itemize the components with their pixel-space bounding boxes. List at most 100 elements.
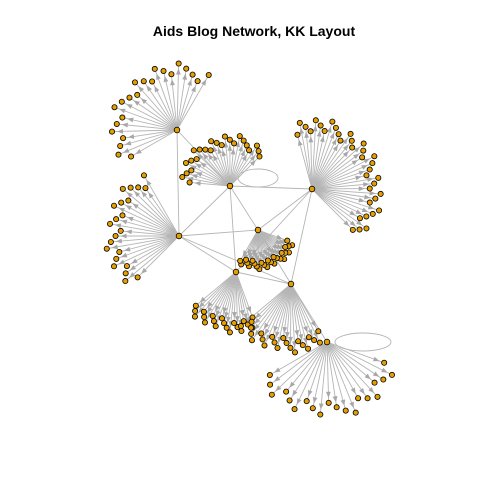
arrowhead xyxy=(213,154,219,162)
spoke-edge xyxy=(289,341,328,401)
arrowhead xyxy=(282,326,288,334)
network-node xyxy=(134,91,141,98)
spoke-edge xyxy=(120,202,180,237)
arrowhead xyxy=(351,159,358,166)
network-node xyxy=(237,323,244,330)
network-node xyxy=(291,349,298,356)
network-node xyxy=(202,146,209,153)
arrowhead xyxy=(272,243,279,250)
arrowhead xyxy=(200,162,207,168)
hub-link-edge xyxy=(176,129,231,187)
network-node xyxy=(259,336,266,343)
network-node xyxy=(256,153,263,160)
network-node xyxy=(231,320,238,327)
network-node xyxy=(243,142,250,149)
arrowhead xyxy=(182,73,187,80)
network-node xyxy=(374,393,381,400)
arrowhead xyxy=(207,301,213,308)
spoke-edge xyxy=(326,341,393,376)
arrowhead xyxy=(373,356,380,362)
network-node xyxy=(119,114,126,121)
arrowhead xyxy=(310,320,316,327)
network-node xyxy=(119,212,126,219)
arrowhead xyxy=(114,223,122,229)
arrowhead xyxy=(332,396,338,403)
network-node xyxy=(192,308,199,315)
network-node xyxy=(113,120,120,127)
edge-layer xyxy=(106,63,393,415)
arrowhead xyxy=(381,367,388,373)
network-node xyxy=(127,184,134,191)
network-node xyxy=(347,130,354,137)
arrowhead xyxy=(190,165,197,171)
network-node xyxy=(371,180,378,187)
network-node xyxy=(226,136,233,143)
network-node xyxy=(342,407,349,414)
arrowhead xyxy=(128,134,135,139)
arrowhead xyxy=(353,146,360,153)
network-node xyxy=(317,122,324,129)
spoke-edge xyxy=(311,133,351,190)
arrowhead xyxy=(256,258,262,265)
network-node xyxy=(107,220,114,227)
network-node xyxy=(248,318,255,325)
network-node xyxy=(119,185,126,192)
network-node xyxy=(201,314,208,321)
arrowhead xyxy=(318,403,324,410)
spoke-edge xyxy=(271,341,328,396)
network-node xyxy=(366,166,373,173)
hub-link-edge xyxy=(178,235,237,273)
network-node xyxy=(248,324,255,331)
arrowhead xyxy=(187,79,192,86)
network-node xyxy=(329,118,336,125)
network-node xyxy=(381,359,388,366)
network-node xyxy=(183,170,190,177)
arrowhead xyxy=(262,249,267,256)
network-node xyxy=(296,119,303,126)
network-node xyxy=(389,371,396,378)
arrowhead xyxy=(198,301,205,308)
arrowhead xyxy=(197,153,204,160)
arrowhead xyxy=(268,247,275,254)
hub-node xyxy=(175,232,183,240)
arrowhead xyxy=(349,220,356,227)
spoke-edge xyxy=(125,235,180,282)
arrowhead xyxy=(331,138,337,146)
arrowhead xyxy=(369,190,376,196)
arrowhead xyxy=(274,239,281,245)
network-node xyxy=(115,151,122,158)
arrowhead xyxy=(273,325,279,333)
arrowhead xyxy=(289,381,295,388)
network-node xyxy=(371,379,378,386)
network-node xyxy=(303,398,310,405)
arrowhead xyxy=(296,398,302,405)
arrowhead xyxy=(146,85,152,92)
network-node xyxy=(371,153,378,160)
spoke-edge xyxy=(113,235,180,267)
arrowhead xyxy=(274,376,281,382)
network-node xyxy=(128,153,135,160)
network-node xyxy=(221,320,228,327)
hub-node xyxy=(226,182,234,190)
network-node xyxy=(160,67,167,74)
network-node xyxy=(246,147,253,154)
network-node xyxy=(223,324,230,331)
arrowhead xyxy=(230,148,236,155)
arrowhead xyxy=(308,136,314,143)
network-node xyxy=(200,308,207,315)
arrowhead xyxy=(343,220,350,227)
arrowhead xyxy=(221,150,227,157)
network-node xyxy=(192,302,199,309)
arrowhead xyxy=(316,130,322,137)
arrowhead xyxy=(126,192,133,198)
arrowhead xyxy=(235,140,241,148)
spoke-edge xyxy=(109,223,180,237)
arrowhead xyxy=(247,248,253,256)
arrowhead xyxy=(242,250,248,257)
spoke-edge xyxy=(299,122,313,190)
network-node xyxy=(188,167,195,174)
network-node xyxy=(271,339,278,346)
network-node xyxy=(268,391,275,398)
arrowhead xyxy=(123,148,130,153)
